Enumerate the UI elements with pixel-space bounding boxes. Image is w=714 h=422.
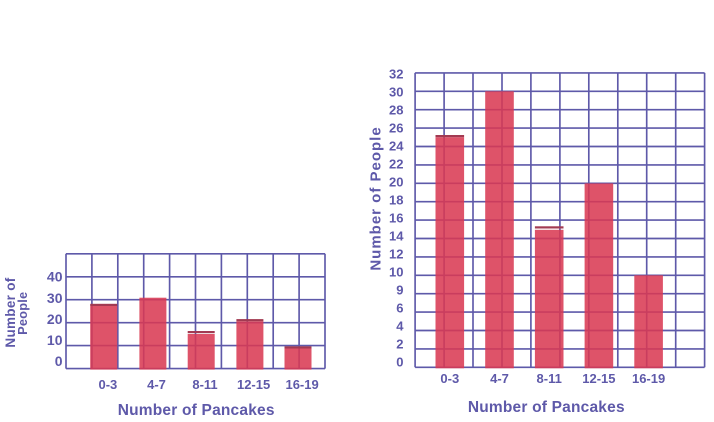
svg-text:30: 30: [389, 85, 403, 100]
svg-text:Number of: Number of: [3, 277, 18, 347]
svg-text:2: 2: [396, 337, 403, 352]
svg-text:12: 12: [389, 247, 403, 262]
svg-text:Number of Pancakes: Number of Pancakes: [468, 399, 625, 416]
svg-text:10: 10: [47, 332, 63, 348]
svg-text:0-3: 0-3: [99, 377, 118, 392]
svg-text:22: 22: [389, 157, 403, 172]
svg-text:16-19: 16-19: [285, 377, 318, 392]
svg-text:24: 24: [389, 139, 404, 154]
svg-text:Number of Pancakes: Number of Pancakes: [118, 402, 275, 419]
svg-text:28: 28: [389, 103, 403, 118]
svg-text:Number of People: Number of People: [368, 126, 385, 270]
svg-text:12-15: 12-15: [237, 377, 270, 392]
svg-text:8-11: 8-11: [192, 377, 217, 392]
svg-text:0: 0: [55, 353, 63, 369]
svg-text:8-11: 8-11: [537, 371, 562, 386]
svg-text:26: 26: [389, 121, 403, 136]
svg-text:32: 32: [389, 67, 403, 82]
svg-text:14: 14: [389, 229, 404, 244]
svg-text:30: 30: [47, 290, 63, 306]
svg-text:6: 6: [396, 301, 403, 316]
svg-text:0: 0: [396, 355, 403, 370]
svg-text:4-7: 4-7: [147, 377, 166, 392]
svg-text:10: 10: [389, 265, 403, 280]
svg-text:9: 9: [396, 283, 403, 298]
svg-text:20: 20: [389, 175, 403, 190]
svg-text:40: 40: [47, 269, 63, 285]
svg-text:20: 20: [47, 311, 63, 327]
svg-text:4-7: 4-7: [490, 371, 509, 386]
svg-text:0-3: 0-3: [440, 371, 459, 386]
svg-text:18: 18: [389, 193, 403, 208]
svg-text:16: 16: [389, 211, 403, 226]
svg-text:4: 4: [396, 319, 404, 334]
svg-text:People: People: [15, 292, 30, 335]
svg-text:12-15: 12-15: [582, 371, 615, 386]
svg-text:16-19: 16-19: [632, 371, 665, 386]
